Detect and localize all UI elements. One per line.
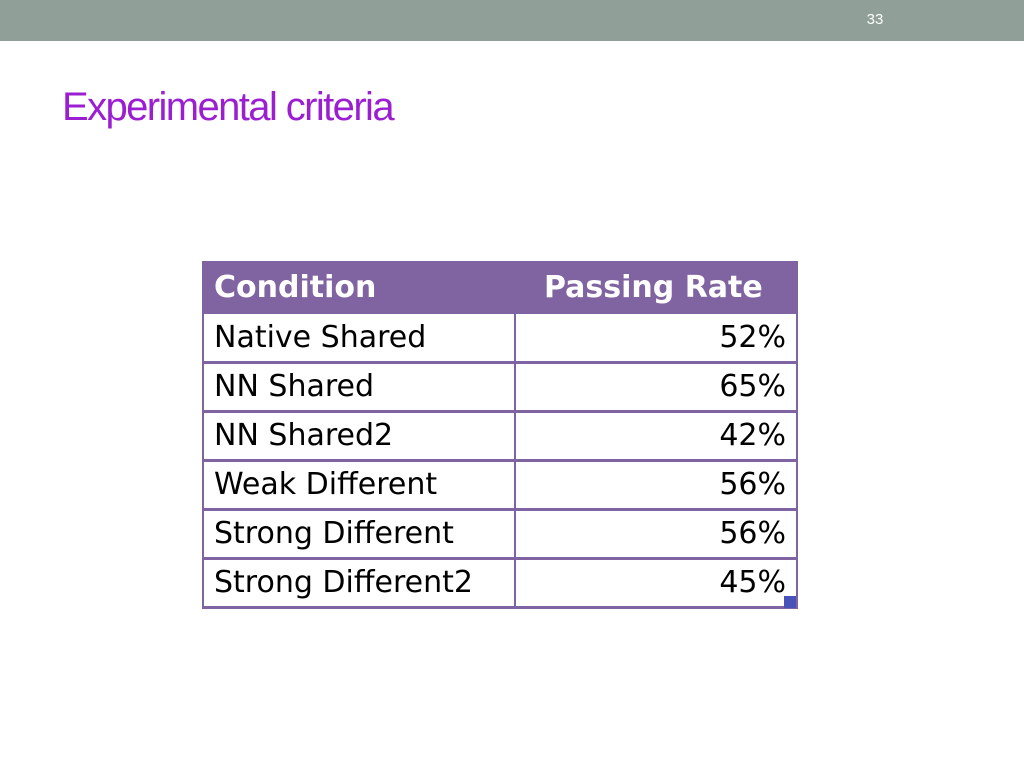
slide-title: Experimental criteria — [62, 85, 395, 129]
table-row: Strong Different2 45% — [202, 558, 798, 609]
cell-passing-rate-value: 45% — [719, 565, 786, 600]
cell-passing-rate[interactable]: 45% — [514, 558, 798, 609]
cell-passing-rate[interactable]: 42% — [514, 411, 798, 462]
table-resize-handle[interactable] — [784, 595, 796, 608]
cell-condition[interactable]: Weak Different — [202, 460, 516, 511]
table-header-row: Condition Passing Rate — [202, 261, 798, 314]
cell-condition[interactable]: NN Shared2 — [202, 411, 516, 462]
cell-passing-rate[interactable]: 56% — [514, 460, 798, 511]
page-number: 33 — [866, 11, 884, 28]
table-row: NN Shared 65% — [202, 362, 798, 413]
cell-condition[interactable]: Native Shared — [202, 313, 516, 364]
table-row: Native Shared 52% — [202, 313, 798, 364]
table-row: Strong Different 56% — [202, 509, 798, 560]
cell-condition[interactable]: NN Shared — [202, 362, 516, 413]
data-table[interactable]: Condition Passing Rate Native Shared 52%… — [202, 261, 798, 609]
table-row: Weak Different 56% — [202, 460, 798, 511]
cell-passing-rate[interactable]: 52% — [514, 313, 798, 364]
column-header-passing-rate[interactable]: Passing Rate — [514, 261, 798, 314]
table-row: NN Shared2 42% — [202, 411, 798, 462]
cell-condition[interactable]: Strong Different — [202, 509, 516, 560]
cell-passing-rate[interactable]: 56% — [514, 509, 798, 560]
cell-passing-rate[interactable]: 65% — [514, 362, 798, 413]
column-header-condition[interactable]: Condition — [202, 261, 516, 314]
cell-condition[interactable]: Strong Different2 — [202, 558, 516, 609]
top-bar: 33 — [0, 0, 1024, 41]
table-container[interactable]: Condition Passing Rate Native Shared 52%… — [202, 261, 798, 609]
